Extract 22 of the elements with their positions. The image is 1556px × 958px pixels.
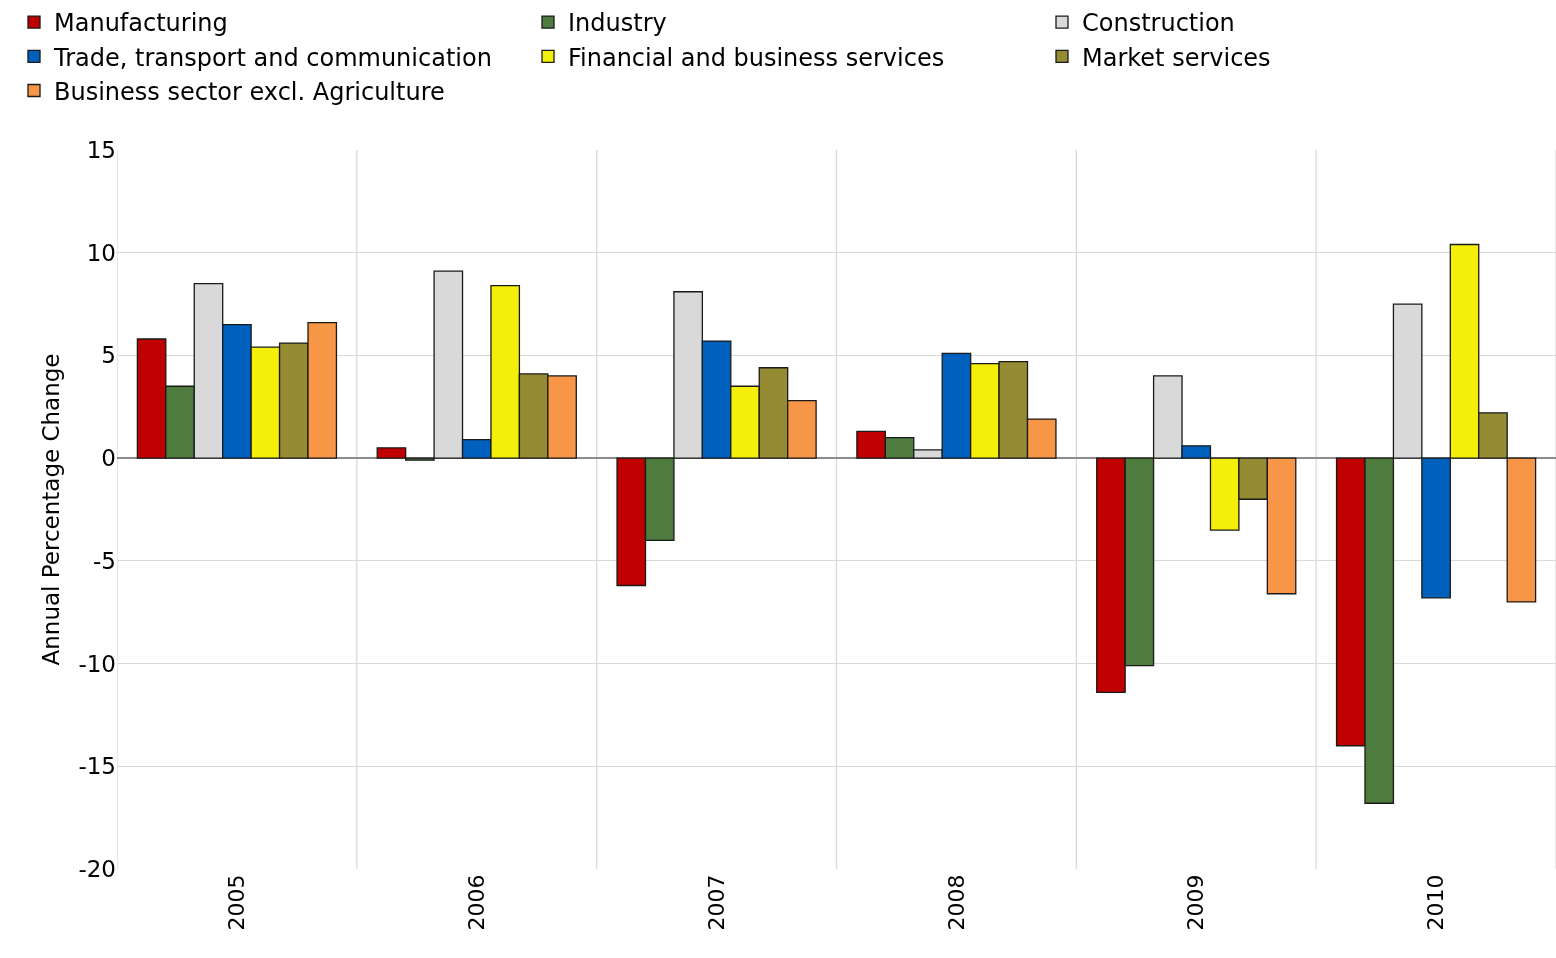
legend-label: Industry [568, 9, 667, 38]
legend-label: Business sector excl. Agriculture [54, 77, 445, 106]
y-tick-label: -10 [78, 650, 116, 677]
x-tick-label: 2010 [1423, 874, 1449, 931]
x-tick-label: 2008 [943, 874, 969, 931]
y-axis-title: Annual Percentage Change [37, 353, 64, 666]
y-tick-label: 15 [86, 137, 116, 164]
x-tick-label: 2009 [1183, 874, 1209, 931]
y-tick-label: 10 [86, 239, 116, 266]
legend-label: Financial and business services [568, 43, 945, 72]
legend-label: Trade, transport and communication [53, 43, 492, 72]
x-tick-label: 2006 [463, 874, 489, 931]
x-tick-label: 2007 [703, 874, 729, 931]
y-tick-label: -15 [78, 753, 116, 780]
legend-label: Manufacturing [54, 9, 228, 38]
y-tick-label: -20 [78, 856, 116, 883]
legend-label: Construction [1082, 9, 1235, 38]
y-tick-label: 0 [101, 445, 116, 472]
legend-label: Market services [1082, 43, 1271, 72]
y-tick-label: 5 [101, 342, 116, 369]
y-tick-label: -5 [93, 547, 116, 574]
x-tick-label: 2005 [224, 874, 250, 931]
